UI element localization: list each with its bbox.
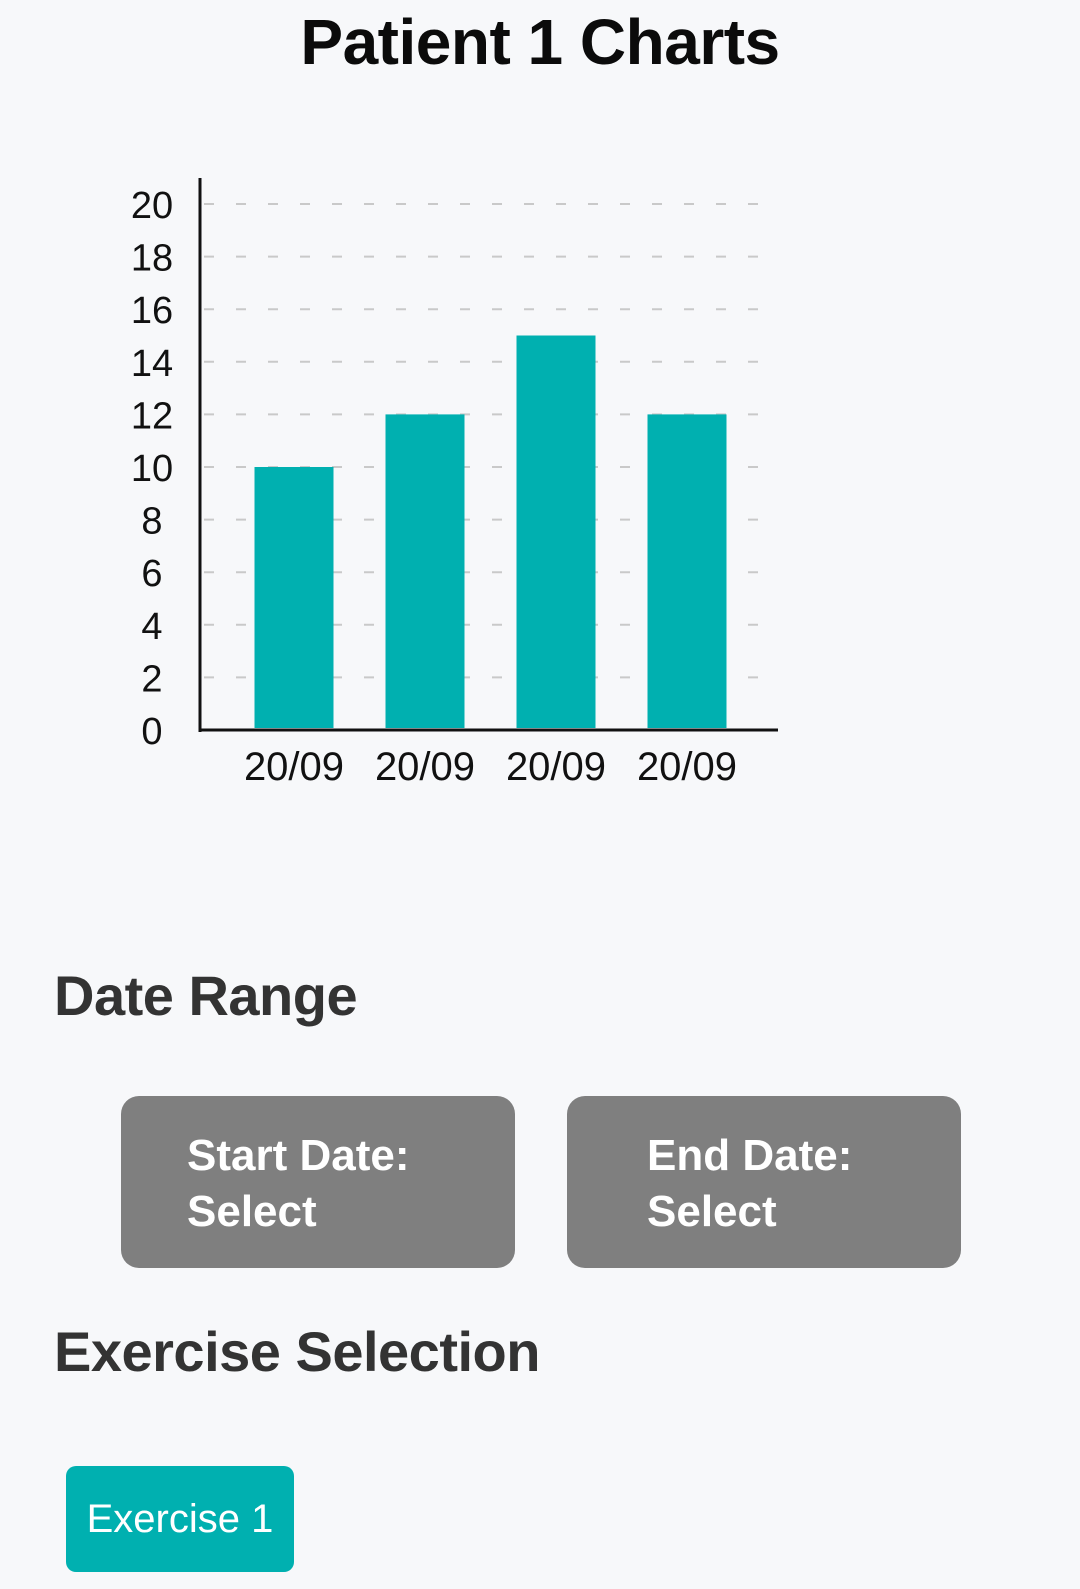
y-tick-label: 10 (131, 448, 173, 490)
bar (385, 414, 465, 728)
bar (647, 414, 727, 728)
start-date-button[interactable]: Start Date: Select (121, 1096, 515, 1268)
start-date-label: Start Date: (187, 1131, 410, 1180)
end-date-value: Select (647, 1187, 777, 1236)
y-tick-label: 20 (131, 185, 173, 227)
end-date-label: End Date: (647, 1131, 853, 1180)
y-tick-label: 18 (131, 238, 173, 280)
x-tick-label: 20/09 (637, 745, 737, 789)
exercise-1-button[interactable]: Exercise 1 (66, 1466, 294, 1572)
y-tick-label: 16 (131, 290, 173, 332)
y-tick-label: 12 (131, 395, 173, 437)
exercise-selection-heading: Exercise Selection (54, 1320, 540, 1383)
x-tick-label: 20/09 (506, 745, 606, 789)
start-date-value: Select (187, 1187, 317, 1236)
date-range-heading: Date Range (54, 964, 358, 1027)
y-tick-label: 0 (141, 711, 162, 753)
page-title: Patient 1 Charts (300, 6, 780, 78)
y-tick-label: 4 (141, 606, 162, 648)
y-tick-label: 2 (141, 658, 162, 700)
end-date-button[interactable]: End Date: Select (567, 1096, 961, 1268)
y-tick-label: 6 (141, 553, 162, 595)
x-tick-label: 20/09 (244, 745, 344, 789)
x-tick-label: 20/09 (375, 745, 475, 789)
y-tick-label: 8 (141, 501, 162, 543)
bar-chart: 0 2 4 6 8 10 12 14 16 18 20 20/09 20/09 20/09 20/09 (131, 178, 778, 789)
bar (254, 467, 334, 728)
bar (516, 335, 596, 728)
y-tick-label: 14 (131, 343, 173, 385)
